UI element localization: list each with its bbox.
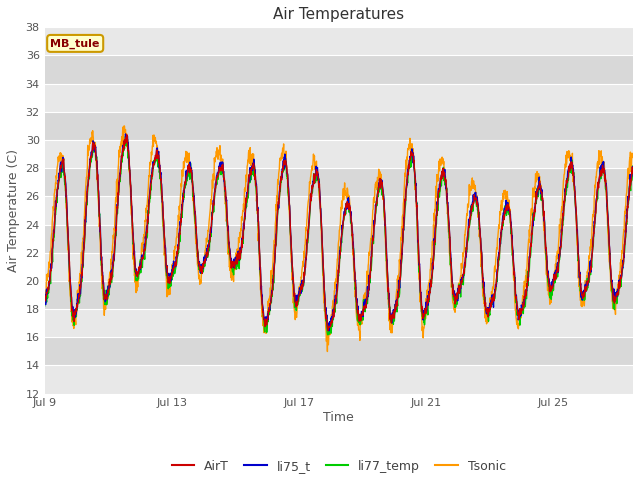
Bar [45,196,633,225]
Legend: AirT, li75_t, li77_temp, Tsonic: AirT, li75_t, li77_temp, Tsonic [167,455,511,478]
Bar [45,27,633,56]
Bar [45,140,633,168]
X-axis label: Time: Time [323,411,354,424]
Bar [45,337,633,365]
Bar [45,84,633,112]
Text: MB_tule: MB_tule [51,38,100,48]
Bar [45,112,633,140]
Bar [45,168,633,196]
Bar [45,365,633,394]
Bar [45,225,633,252]
Title: Air Temperatures: Air Temperatures [273,7,404,22]
Y-axis label: Air Temperature (C): Air Temperature (C) [7,149,20,272]
Bar [45,309,633,337]
Bar [45,56,633,84]
Bar [45,281,633,309]
Bar [45,252,633,281]
